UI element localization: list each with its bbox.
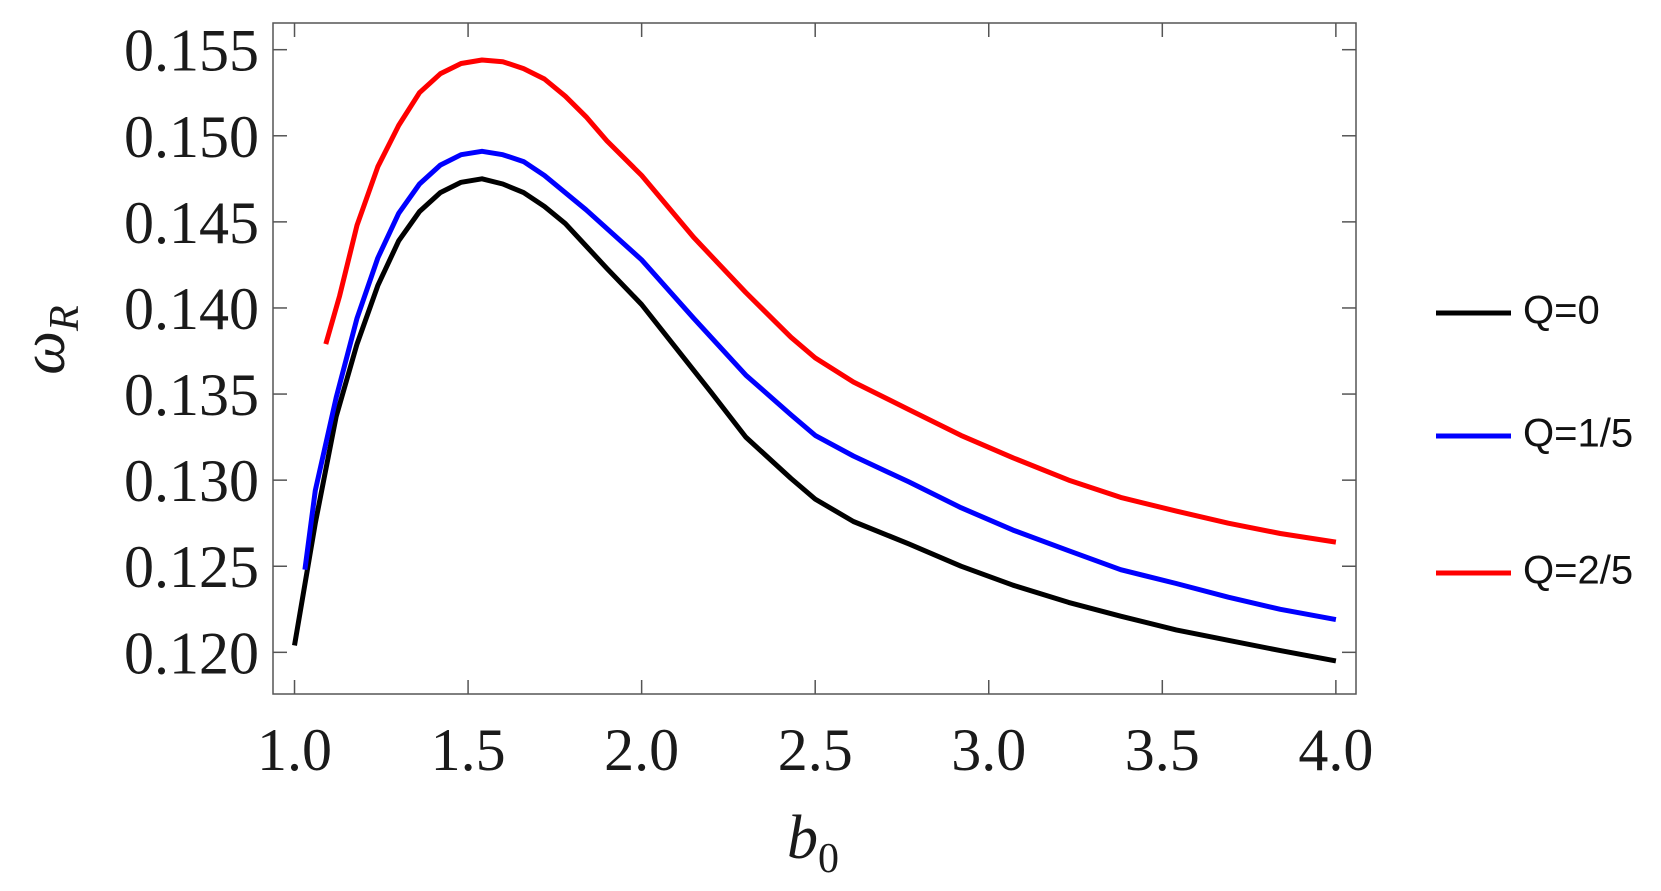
y-tick-label: 0.140 bbox=[124, 276, 259, 342]
x-axis-label: b0 bbox=[787, 804, 839, 882]
y-tick-label: 0.130 bbox=[124, 448, 259, 514]
legend-label: Q=2/5 bbox=[1523, 549, 1633, 593]
y-tick-label: 0.125 bbox=[124, 534, 259, 600]
x-tick-label: 2.5 bbox=[778, 717, 853, 783]
x-tick-label: 1.5 bbox=[431, 717, 506, 783]
legend-label: Q=0 bbox=[1523, 289, 1600, 333]
x-tick-label: 4.0 bbox=[1298, 717, 1373, 783]
x-tick-label: 3.5 bbox=[1125, 717, 1200, 783]
x-tick-label: 3.0 bbox=[951, 717, 1026, 783]
y-axis-label: ωR bbox=[10, 305, 88, 374]
series-line bbox=[323, 57, 1337, 545]
legend-label: Q=1/5 bbox=[1523, 412, 1633, 456]
y-tick-label: 0.145 bbox=[124, 190, 259, 256]
series-line bbox=[292, 176, 1337, 664]
y-tick-label: 0.150 bbox=[124, 104, 259, 170]
y-tick-label: 0.135 bbox=[124, 362, 259, 428]
x-tick-label: 2.0 bbox=[604, 717, 679, 783]
x-tick-label: 1.0 bbox=[257, 717, 332, 783]
series-line bbox=[302, 148, 1337, 623]
y-tick-label: 0.120 bbox=[124, 620, 259, 686]
y-tick-label: 0.155 bbox=[124, 18, 259, 84]
